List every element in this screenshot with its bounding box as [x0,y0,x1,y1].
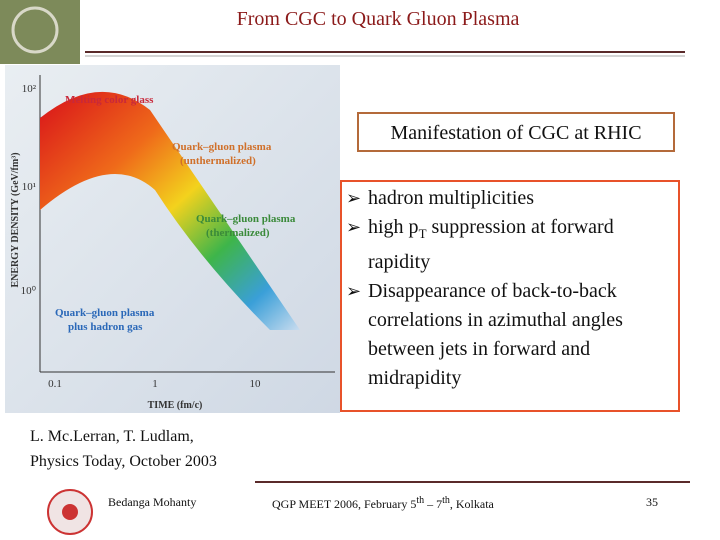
x-tick-label: 1 [152,378,158,390]
superscript: th [416,495,425,506]
bullet: Disappearance of back-to-back correlatio… [346,277,676,393]
bullet-list: hadron multiplicities high pT suppressio… [346,184,676,393]
aerial-ring [11,6,59,54]
bullet: hadron multiplicities [346,184,676,213]
y-tick-label: 10¹ [22,181,36,193]
citation-line: Physics Today, October 2003 [30,453,217,470]
bullet-text: hadron multiplicities [368,187,535,209]
superscript: th [442,495,450,506]
x-axis-label: TIME (fm/c) [148,400,203,411]
annotation: (thermalized) [206,227,270,239]
energy-band [40,91,300,330]
footer-logo-core [62,504,78,520]
bullet-text: high p [368,216,419,238]
x-tick-label: 0.1 [48,378,62,390]
text: QGP MEET 2006, February 5 [272,497,417,511]
x-tick-label: 10 [250,378,262,390]
box-title: Manifestation of CGC at RHIC [357,112,675,152]
page-number: 35 [646,495,658,509]
y-axis-label: ENERGY DENSITY (GeV/fm³) [10,152,21,287]
bullet-box [340,180,680,412]
annotation: plus hadron gas [68,321,143,333]
citation: L. Mc.Lerran, T. Ludlam, Physics Today, … [30,424,217,474]
annotation: Quark–gluon plasma [196,213,296,225]
annotation: Melting color glass [65,94,154,106]
footer-author: Bedanga Mohanty [108,495,197,509]
bullet: high pT suppression at forward rapidity [346,213,676,277]
annotation: (unthermalized) [180,155,256,167]
footer-event: QGP MEET 2006, February 5th – 7th, Kolka… [272,495,494,512]
bullet-text: Disappearance of back-to-back correlatio… [368,280,623,389]
annotation: Quark–gluon plasma [172,141,272,153]
y-tick-label: 10² [22,83,37,95]
annotation: Quark–gluon plasma [55,307,155,319]
y-tick-label: 10⁰ [21,285,37,297]
slide-title: From CGC to Quark Gluon Plasma [236,8,520,30]
text: , Kolkata [449,497,494,511]
text: – 7 [424,497,443,511]
citation-line: L. Mc.Lerran, T. Ludlam, [30,428,194,445]
bullet-text: suppression at forward rapidity [368,216,614,273]
subscript: T [418,226,427,241]
